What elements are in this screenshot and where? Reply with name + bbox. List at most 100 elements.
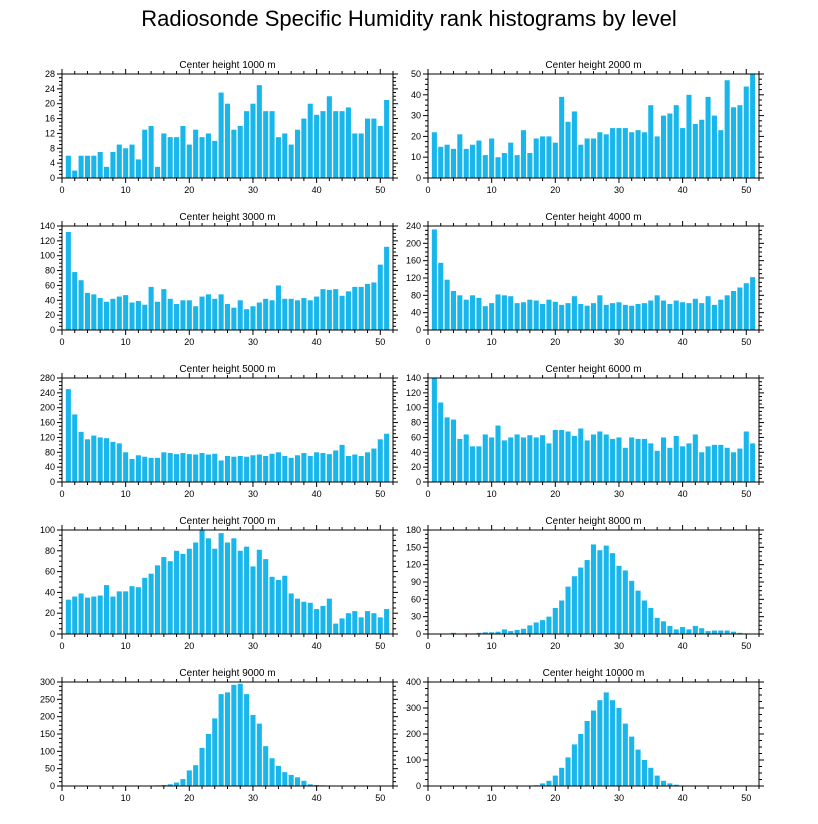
histogram-bar — [597, 431, 603, 482]
x-tick-label: 20 — [550, 793, 560, 803]
histogram-bar — [263, 111, 269, 178]
histogram-bar — [231, 307, 237, 330]
histogram-bar — [148, 573, 154, 634]
y-tick-label: 16 — [45, 114, 55, 124]
y-tick-label: 200 — [40, 403, 55, 413]
histogram-bar — [333, 450, 339, 482]
histogram-bar — [212, 298, 218, 330]
histogram-bar — [743, 283, 749, 330]
histogram-bar — [224, 692, 231, 786]
histogram-bar — [301, 118, 307, 178]
chart-panel: Center height 3000 m 0 20 40 60 80 100 120 140 0 1… — [40, 212, 398, 347]
histogram-bar — [508, 296, 514, 330]
y-tick-label: 4 — [50, 158, 55, 168]
histogram-bar — [438, 402, 444, 482]
histogram-bar — [301, 453, 307, 482]
histogram-bar — [571, 435, 577, 482]
histogram-bar — [622, 723, 628, 786]
histogram-bar — [256, 302, 262, 330]
histogram-bar — [231, 129, 237, 178]
histogram-bar — [705, 296, 711, 330]
histogram-bar — [686, 443, 692, 482]
histogram-bar — [520, 302, 527, 330]
histogram-bar — [680, 446, 686, 482]
histogram-bar — [371, 448, 377, 482]
histogram-bar — [520, 628, 527, 634]
histogram-bar — [142, 304, 148, 330]
histogram-bar — [533, 622, 539, 634]
histogram-bar — [610, 128, 616, 178]
histogram-bar — [686, 303, 692, 330]
x-tick-label: 30 — [248, 337, 258, 347]
histogram-bar — [501, 440, 507, 482]
histogram-bar — [205, 454, 211, 482]
y-tick-label: 0 — [50, 781, 55, 791]
histogram-bar — [212, 140, 218, 178]
histogram-bar — [224, 456, 231, 482]
histogram-bar — [123, 452, 129, 482]
histogram-bar — [154, 301, 161, 330]
x-tick-label: 0 — [425, 185, 430, 195]
histogram-bar — [186, 144, 192, 178]
histogram-bar — [364, 452, 371, 482]
histogram-bar — [470, 144, 476, 178]
histogram-bar — [250, 306, 256, 330]
histogram-bar — [224, 103, 231, 178]
histogram-bar — [724, 630, 730, 634]
histogram-bar — [616, 437, 622, 482]
x-tick-label: 40 — [678, 793, 688, 803]
x-tick-label: 20 — [550, 641, 560, 651]
histogram-bar — [199, 296, 205, 330]
histogram-bar — [275, 452, 281, 482]
histogram-bar — [72, 596, 78, 634]
histogram-bar — [91, 294, 97, 330]
chart-panel: Center height 9000 m 0 50 100 150 200 250 300 0 1… — [40, 668, 398, 803]
histogram-bar — [718, 130, 724, 178]
y-tick-label: 24 — [45, 84, 55, 94]
histogram-bar — [91, 155, 97, 178]
histogram-bar — [199, 530, 205, 634]
histogram-bar — [470, 446, 476, 482]
x-tick-label: 20 — [184, 337, 194, 347]
histogram-bar — [565, 303, 571, 330]
histogram-bar — [314, 452, 320, 482]
histogram-bar — [686, 629, 692, 634]
histogram-bar — [470, 295, 476, 330]
histogram-bar — [635, 130, 641, 178]
histogram-bar — [718, 630, 724, 634]
histogram-bar — [65, 155, 71, 178]
histogram-bar — [174, 304, 180, 330]
histogram-bar — [489, 632, 495, 634]
x-tick-label: 50 — [375, 489, 385, 499]
histogram-bar — [218, 294, 224, 330]
histogram-bar — [654, 295, 660, 330]
y-tick-label: 28 — [45, 69, 55, 79]
histogram-bar — [660, 115, 667, 178]
y-tick-label: 80 — [45, 546, 55, 556]
panel-title: Center height 10000 m — [543, 668, 645, 679]
histogram-bar — [167, 453, 173, 482]
y-tick-label: 200 — [40, 712, 55, 722]
histogram-bar — [339, 111, 345, 178]
histogram-bar — [237, 550, 243, 634]
histogram-bar — [174, 454, 180, 482]
x-tick-label: 10 — [487, 641, 497, 651]
histogram-bar — [205, 538, 211, 634]
histogram-bar — [711, 444, 717, 482]
histogram-bar — [237, 300, 243, 330]
histogram-bar — [358, 286, 364, 330]
histogram-bar — [692, 298, 698, 330]
histogram-bar — [565, 121, 571, 178]
histogram-bar — [294, 598, 301, 634]
histogram-bar — [345, 613, 351, 634]
histogram-bar — [629, 437, 635, 482]
histogram-bar — [301, 780, 307, 786]
histogram-bar — [495, 631, 501, 634]
histogram-bar — [110, 298, 116, 330]
histogram-bar — [244, 694, 250, 786]
histogram-bar — [123, 591, 129, 634]
histogram-bar — [463, 148, 469, 178]
histogram-bar — [186, 770, 192, 786]
y-tick-label: 150 — [40, 729, 55, 739]
